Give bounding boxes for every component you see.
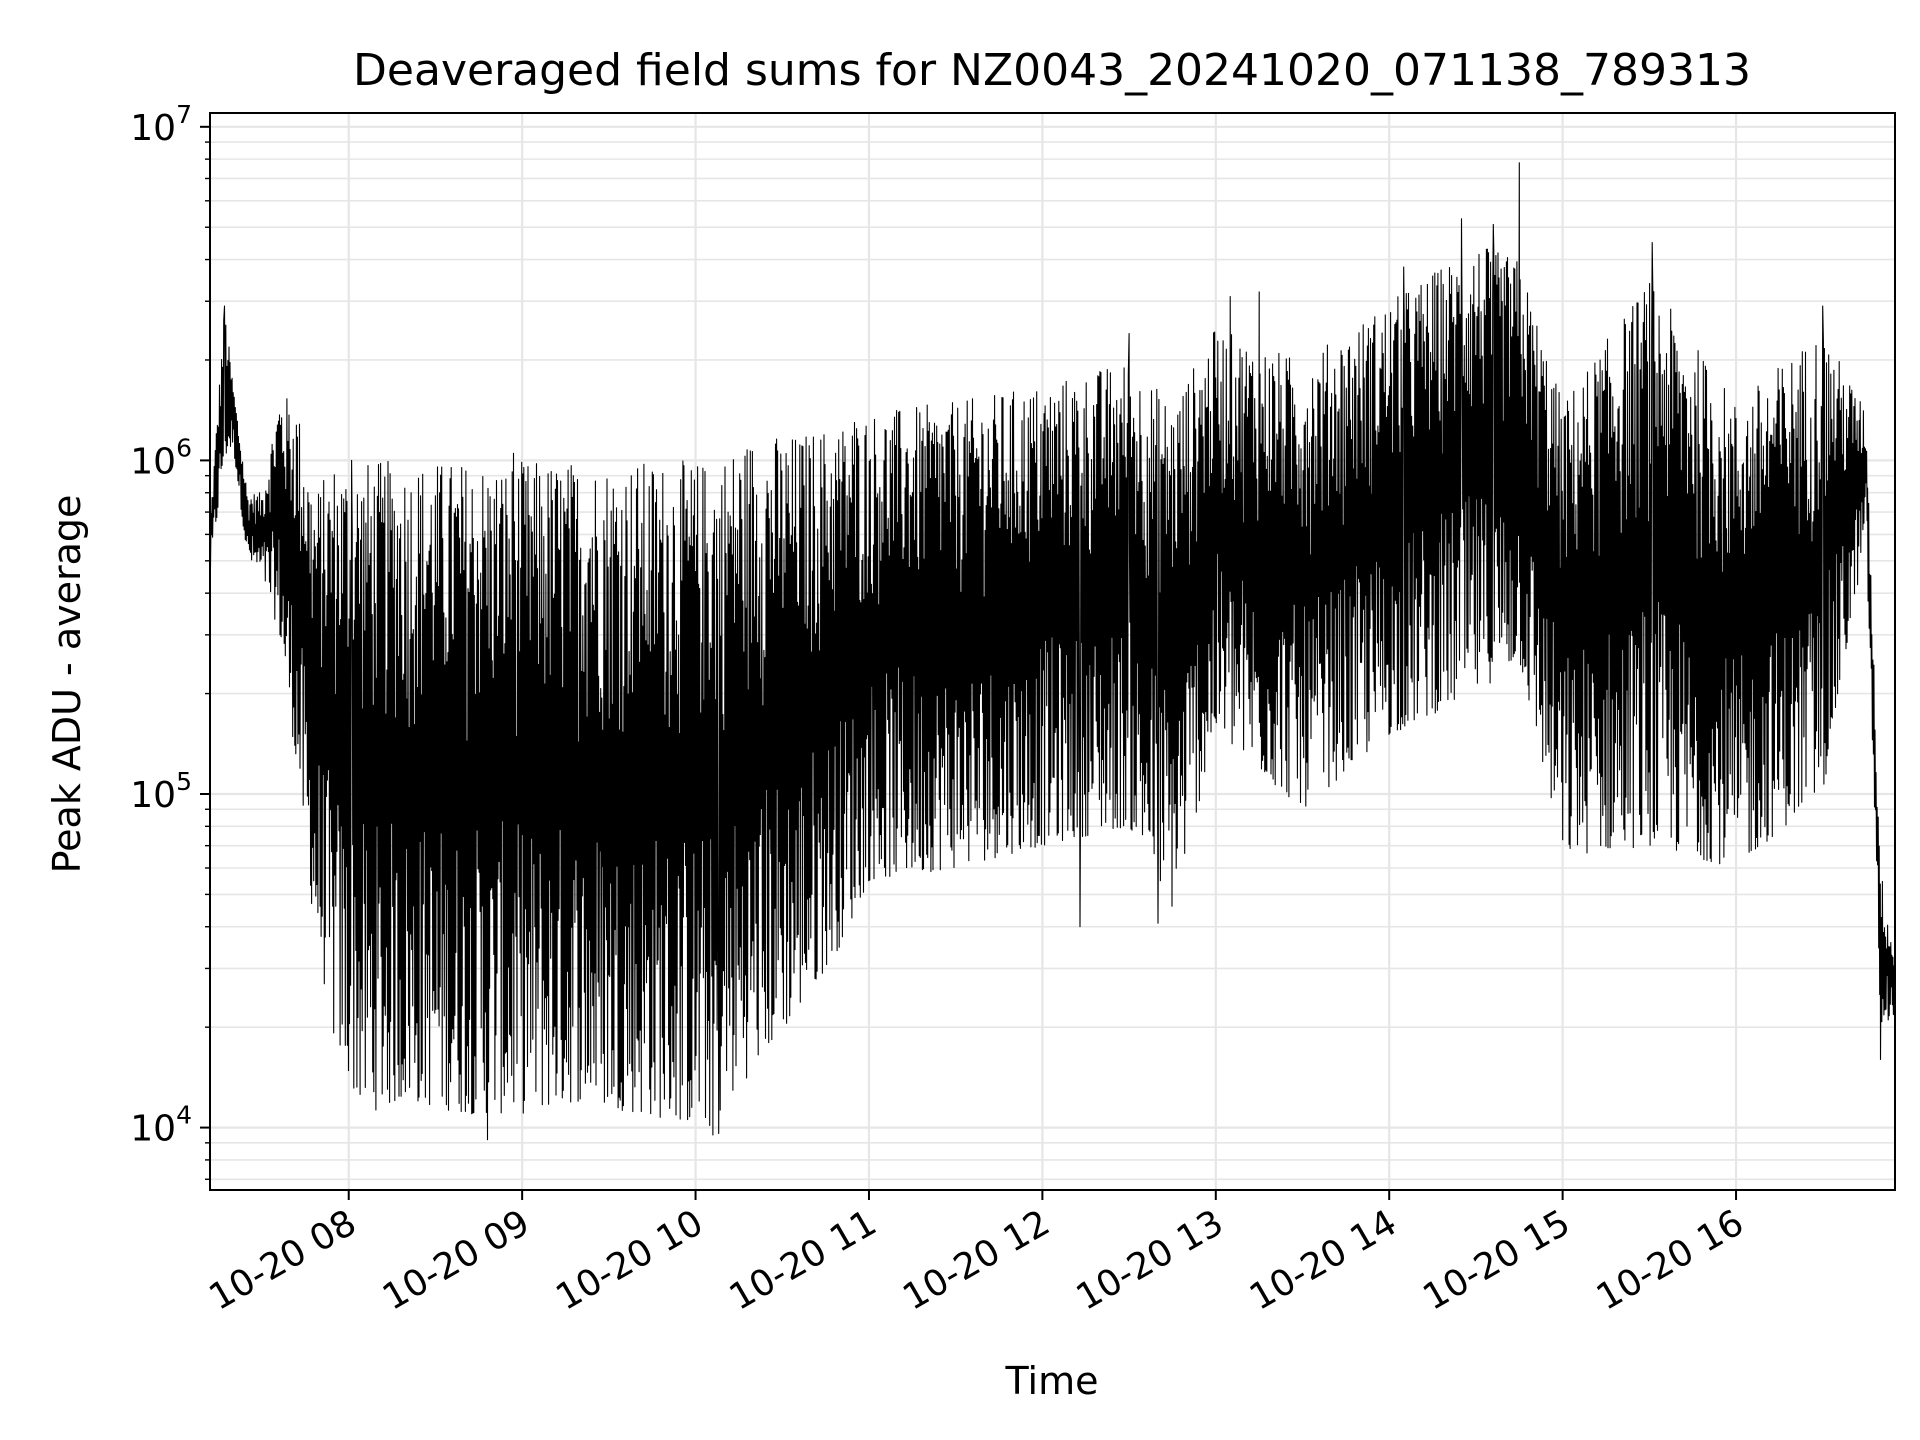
y-tick-label: 107 [130,100,192,149]
data-series [209,162,1896,1141]
plot-frame [209,112,1896,1191]
y-tick-exponent: 6 [176,433,192,462]
chart-title: Deaveraged field sums for NZ0043_2024102… [353,45,1751,96]
y-tick-base: 10 [130,1109,176,1150]
y-tick-base: 10 [130,108,176,149]
y-tick-exponent: 4 [176,1101,192,1130]
y-tick-label: 105 [130,767,192,816]
x-axis-label: Time [1005,1359,1099,1403]
y-tick-base: 10 [130,441,176,482]
y-tick-exponent: 5 [176,767,192,796]
y-tick-label: 104 [130,1101,192,1150]
y-tick-label: 106 [130,433,192,482]
y-tick-exponent: 7 [176,100,192,129]
y-axis-label: Peak ADU - average [45,495,89,874]
y-tick-base: 10 [130,775,176,816]
series-line [209,162,1896,1141]
